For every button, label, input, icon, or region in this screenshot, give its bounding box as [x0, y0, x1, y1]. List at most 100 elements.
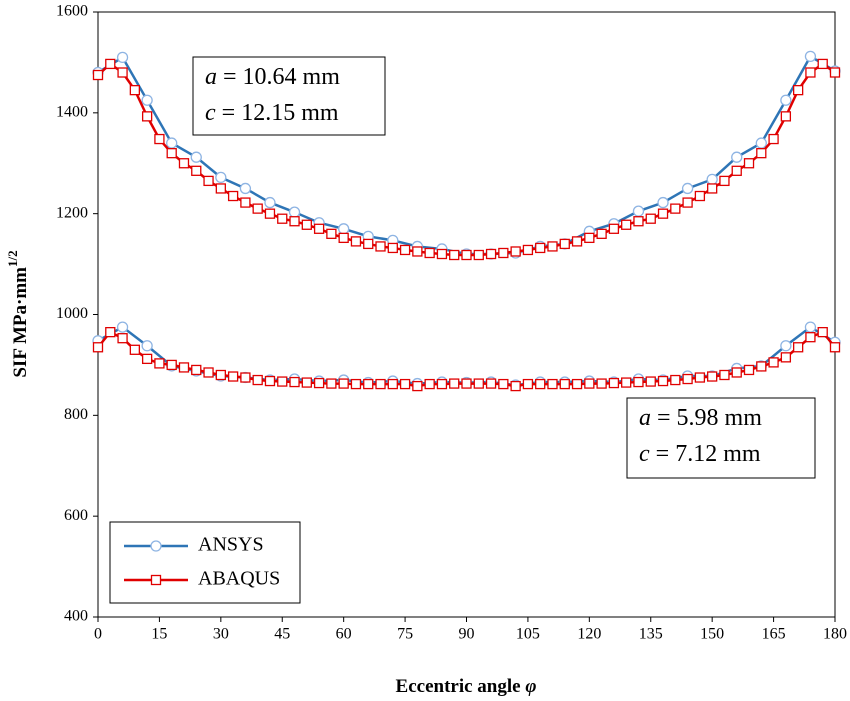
y-tick-label: 1200	[56, 204, 88, 221]
marker	[141, 94, 153, 106]
y-tick-label: 800	[64, 406, 88, 423]
marker	[780, 340, 792, 352]
marker	[363, 238, 374, 250]
marker	[731, 151, 743, 163]
legend: ANSYS ABAQUS	[109, 521, 301, 604]
marker	[473, 249, 484, 261]
marker	[707, 371, 718, 382]
marker	[768, 357, 779, 368]
marker	[166, 137, 178, 149]
marker	[92, 342, 104, 353]
marker	[154, 133, 165, 145]
marker	[436, 248, 448, 260]
marker	[817, 58, 828, 70]
marker	[571, 378, 583, 390]
marker	[522, 244, 534, 256]
y-tick-label: 400	[64, 608, 88, 625]
marker	[375, 241, 386, 252]
marker	[621, 219, 632, 230]
marker	[264, 196, 276, 209]
marker	[166, 148, 177, 159]
marker	[289, 376, 300, 388]
marker	[399, 244, 411, 256]
x-tick-label: 30	[213, 626, 229, 643]
marker	[326, 228, 337, 239]
marker	[399, 378, 411, 390]
marker	[116, 321, 129, 333]
marker	[485, 378, 497, 389]
x-tick-label: 90	[459, 626, 475, 643]
marker	[621, 377, 632, 388]
marker	[116, 51, 129, 64]
annotation-box	[192, 56, 386, 136]
x-tick-label: 45	[274, 626, 290, 643]
annotation-value: = 10.64 mm	[223, 64, 340, 90]
marker	[510, 380, 521, 392]
marker	[424, 378, 435, 390]
marker	[780, 352, 792, 363]
marker	[645, 213, 656, 224]
marker	[805, 332, 816, 343]
marker	[681, 182, 694, 195]
marker	[92, 69, 104, 81]
x-tick-label: 120	[577, 626, 601, 643]
marker	[485, 248, 497, 260]
marker	[522, 378, 534, 390]
marker	[288, 206, 301, 218]
marker	[571, 236, 583, 247]
annotation-symbol: a	[205, 64, 217, 90]
marker	[657, 208, 669, 219]
marker	[387, 242, 398, 254]
marker	[252, 203, 263, 214]
marker	[596, 378, 607, 389]
marker	[289, 216, 300, 227]
annotation-symbol: a	[639, 405, 651, 431]
x-tick-label: 0	[94, 626, 102, 643]
x-tick-label: 165	[762, 626, 786, 643]
marker	[682, 373, 693, 385]
marker	[264, 375, 276, 387]
marker	[743, 158, 755, 169]
marker	[129, 344, 141, 355]
marker	[129, 84, 141, 96]
marker	[559, 378, 570, 390]
marker	[105, 326, 116, 338]
marker	[756, 361, 767, 372]
marker	[510, 246, 521, 257]
marker	[804, 321, 817, 333]
marker	[657, 375, 669, 387]
marker	[252, 374, 263, 386]
marker	[277, 213, 288, 224]
marker	[141, 353, 153, 365]
annotation-value: = 7.12 mm	[656, 441, 761, 467]
marker	[313, 223, 325, 234]
marker	[584, 232, 595, 244]
legend-box	[109, 521, 301, 604]
marker	[240, 372, 251, 383]
annotation-value: = 5.98 mm	[657, 405, 762, 431]
marker	[449, 378, 460, 389]
annotation-symbol: c	[205, 100, 216, 126]
marker	[191, 165, 202, 176]
marker	[150, 574, 162, 586]
marker	[633, 216, 644, 227]
legend-label: ANSYS	[198, 534, 264, 556]
marker	[338, 232, 349, 244]
marker	[350, 236, 362, 247]
marker	[498, 378, 509, 390]
annotation-text: a = 10.64 mm	[205, 64, 340, 90]
marker	[793, 342, 804, 353]
marker	[780, 94, 792, 106]
marker	[768, 133, 779, 145]
marker	[191, 364, 202, 376]
marker	[227, 371, 239, 382]
marker	[706, 173, 718, 186]
marker	[105, 58, 116, 70]
y-tick-label: 1600	[56, 3, 88, 20]
x-tick-label: 60	[336, 626, 352, 643]
marker	[215, 171, 227, 184]
marker	[178, 158, 190, 169]
marker	[755, 137, 767, 149]
marker	[141, 111, 153, 122]
annotation-text: c = 7.12 mm	[639, 441, 761, 467]
